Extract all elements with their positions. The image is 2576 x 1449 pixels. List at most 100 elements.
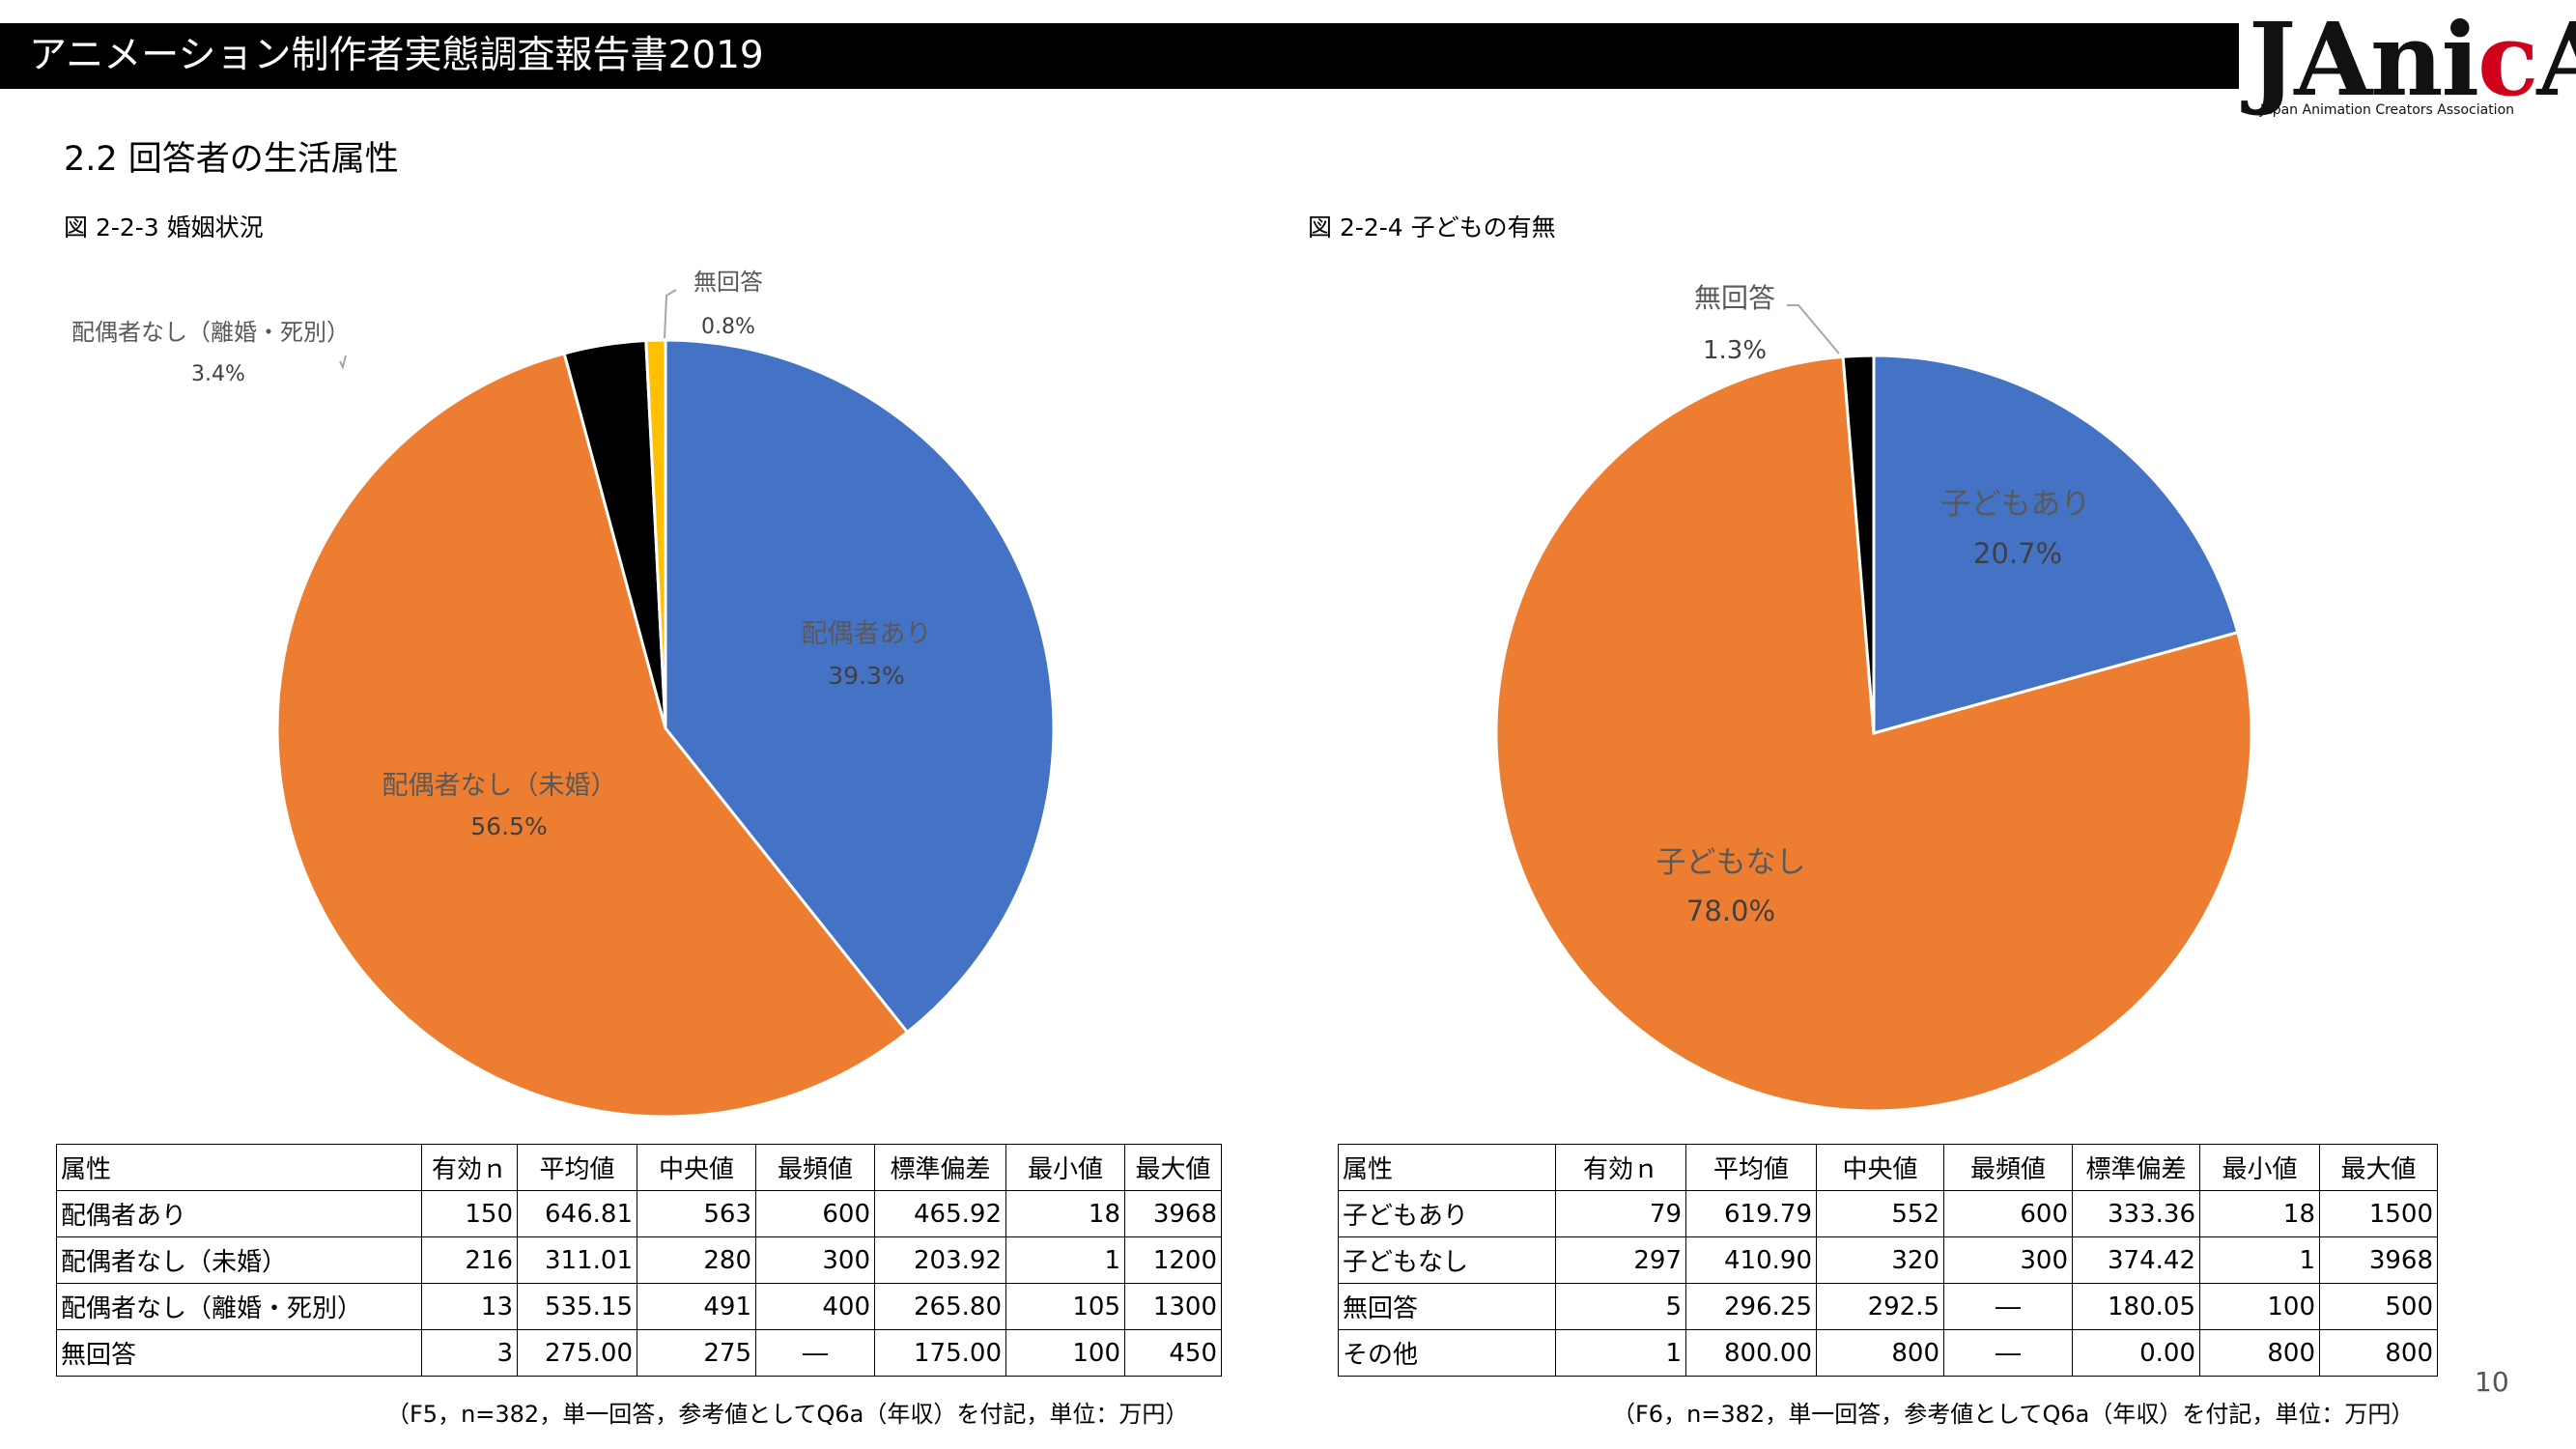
column-header: 平均値 xyxy=(1685,1144,1817,1191)
table-header-row: 属性 有効ｎ 平均値 中央値 最頻値 標準偏差 最小値 最大値 xyxy=(1338,1144,2438,1191)
slice-label: 配偶者なし（離婚・死別） xyxy=(71,319,350,346)
table-cell: 300 xyxy=(1943,1236,2073,1284)
table-cell: 500 xyxy=(2319,1283,2438,1330)
column-header: 平均値 xyxy=(517,1144,637,1191)
slice-label: 無回答 xyxy=(1694,282,1775,314)
slice-percent: 56.5% xyxy=(470,812,547,840)
table-cell: 79 xyxy=(1555,1190,1686,1237)
section-title: 2.2 回答者の生活属性 xyxy=(64,140,399,179)
table-cell: その他 xyxy=(1338,1329,1556,1377)
slice-percent: 1.3% xyxy=(1703,336,1767,365)
table-cell: 311.01 xyxy=(517,1236,637,1284)
table-cell: 265.80 xyxy=(874,1283,1006,1330)
table-note-children: （F6，n=382，単一回答，参考値としてQ6a（年収）を付記，単位：万円） xyxy=(1612,1401,2415,1428)
table-cell: 491 xyxy=(637,1283,756,1330)
table-cell: 1500 xyxy=(2319,1190,2438,1237)
table-cell: 296.25 xyxy=(1685,1283,1817,1330)
table-cell: 3968 xyxy=(1124,1190,1222,1237)
pie-slice xyxy=(644,338,667,729)
slice-percent: 39.3% xyxy=(828,662,904,690)
table-cell: 無回答 xyxy=(1338,1283,1556,1330)
pie-slice xyxy=(1872,354,2240,735)
table-cell: 175.00 xyxy=(874,1329,1006,1377)
logo-subtitle: Japan Animation Creators Association xyxy=(2260,102,2515,118)
table-cell: 535.15 xyxy=(517,1283,637,1330)
table-cell: 800.00 xyxy=(1685,1329,1817,1377)
chart-title-marital-status: 図 2-2-3 婚姻状況 xyxy=(64,213,264,242)
table-cell: 0.00 xyxy=(2072,1329,2200,1377)
column-header: 最頻値 xyxy=(755,1144,875,1191)
table-note-marital: （F5，n=382，単一回答，参考値としてQ6a（年収）を付記，単位：万円） xyxy=(386,1401,1189,1428)
table-cell: ― xyxy=(1943,1283,2073,1330)
table-cell: 18 xyxy=(1005,1190,1125,1237)
table-cell: 3 xyxy=(421,1329,518,1377)
slice-percent: 20.7% xyxy=(1973,537,2062,570)
table-cell: 300 xyxy=(755,1236,875,1284)
table-cell: 619.79 xyxy=(1685,1190,1817,1237)
document-title: アニメーション制作者実態調査報告書2019 xyxy=(29,34,764,77)
slice-percent: 0.8% xyxy=(701,315,755,339)
table-cell: 410.90 xyxy=(1685,1236,1817,1284)
table-cell: 配偶者あり xyxy=(56,1190,422,1237)
logo: JAnicA Japan Animation Creators Associat… xyxy=(2239,2,2576,124)
table-header-row: 属性 有効ｎ 平均値 中央値 最頻値 標準偏差 最小値 最大値 xyxy=(56,1144,1222,1191)
children-income-table: 属性 有効ｎ 平均値 中央値 最頻値 標準偏差 最小値 最大値 子どもあり 79 619.79 55… xyxy=(1338,1144,2438,1377)
pie-slice xyxy=(1841,354,1876,734)
table-cell: 203.92 xyxy=(874,1236,1006,1284)
table-row: 配偶者なし（離婚・死別） 13 535.15 491 400 265.80 105 1300 xyxy=(56,1283,1222,1330)
column-header: 属性 xyxy=(1338,1144,1556,1191)
page-number: 10 xyxy=(2475,1366,2509,1398)
marital-income-table: 属性 有効ｎ 平均値 中央値 最頻値 標準偏差 最小値 最大値 配偶者あり 150 646.81 5… xyxy=(56,1144,1222,1377)
column-header: 標準偏差 xyxy=(2072,1144,2200,1191)
column-header: 標準偏差 xyxy=(874,1144,1006,1191)
table-cell: 800 xyxy=(2199,1329,2320,1377)
table-cell: 465.92 xyxy=(874,1190,1006,1237)
column-header: 中央値 xyxy=(1816,1144,1944,1191)
table-cell: 100 xyxy=(1005,1329,1125,1377)
chart-title-children: 図 2-2-4 子どもの有無 xyxy=(1308,213,1556,242)
column-header: 最小値 xyxy=(1005,1144,1125,1191)
table-cell: 5 xyxy=(1555,1283,1686,1330)
table-cell: 374.42 xyxy=(2072,1236,2200,1284)
column-header: 中央値 xyxy=(637,1144,756,1191)
table-cell: 292.5 xyxy=(1816,1283,1944,1330)
table-cell: 552 xyxy=(1816,1190,1944,1237)
column-header: 最大値 xyxy=(1124,1144,1222,1191)
leader-line xyxy=(1787,304,1840,355)
column-header: 属性 xyxy=(56,1144,422,1191)
pie-slice xyxy=(664,338,1056,1035)
leader-line xyxy=(339,355,347,370)
table-row: その他 1 800.00 800 ― 0.00 800 800 xyxy=(1338,1329,2438,1377)
slice-percent: 78.0% xyxy=(1686,895,1775,927)
table-cell: 216 xyxy=(421,1236,518,1284)
slice-label: 無回答 xyxy=(694,269,763,296)
column-header: 有効ｎ xyxy=(421,1144,518,1191)
table-cell: 無回答 xyxy=(56,1329,422,1377)
column-header: 有効ｎ xyxy=(1555,1144,1686,1191)
table-cell: 150 xyxy=(421,1190,518,1237)
table-cell: 1300 xyxy=(1124,1283,1222,1330)
table-cell: 18 xyxy=(2199,1190,2320,1237)
table-row: 子どもあり 79 619.79 552 600 333.36 18 1500 xyxy=(1338,1190,2438,1237)
slice-label: 子どもあり xyxy=(1941,487,2091,522)
table-cell: 100 xyxy=(2199,1283,2320,1330)
table-cell: 800 xyxy=(1816,1329,1944,1377)
table-cell: 275.00 xyxy=(517,1329,637,1377)
table-cell: 子どもあり xyxy=(1338,1190,1556,1237)
pie-slice xyxy=(275,352,910,1119)
slice-label: 子どもなし xyxy=(1656,845,1806,880)
table-cell: 280 xyxy=(637,1236,756,1284)
table-row: 無回答 5 296.25 292.5 ― 180.05 100 500 xyxy=(1338,1283,2438,1330)
table-cell: 配偶者なし（離婚・死別） xyxy=(56,1283,422,1330)
table-cell: 646.81 xyxy=(517,1190,637,1237)
table-cell: 320 xyxy=(1816,1236,1944,1284)
table-cell: 105 xyxy=(1005,1283,1125,1330)
table-row: 子どもなし 297 410.90 320 300 374.42 1 3968 xyxy=(1338,1236,2438,1284)
table-cell: 1 xyxy=(1555,1329,1686,1377)
logo-wordmark: JAnicA xyxy=(2249,0,2576,119)
table-cell: 1 xyxy=(1005,1236,1125,1284)
table-cell: 配偶者なし（未婚） xyxy=(56,1236,422,1284)
table-cell: 800 xyxy=(2319,1329,2438,1377)
table-cell: 297 xyxy=(1555,1236,1686,1284)
